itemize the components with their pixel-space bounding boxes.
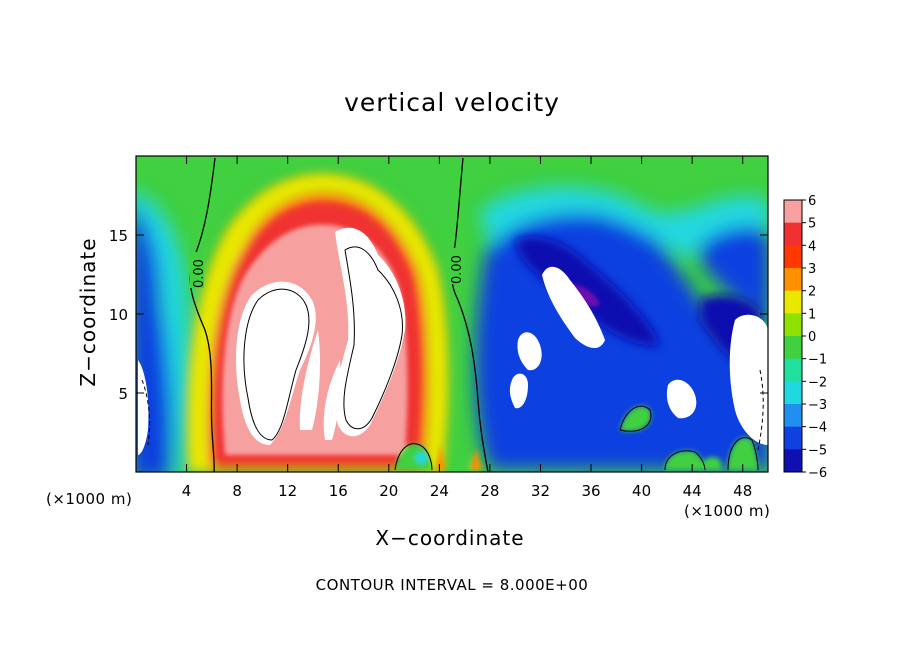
x-tick-label: 32 bbox=[531, 482, 550, 500]
contour-white-left bbox=[243, 288, 310, 441]
x-tick-label: 20 bbox=[379, 482, 398, 500]
colorbar-label: 5 bbox=[808, 217, 816, 232]
colorbar-swatch bbox=[784, 426, 802, 450]
colorbar-swatch bbox=[784, 404, 802, 428]
contour-dashed-right bbox=[757, 369, 764, 451]
x-tick-label: 12 bbox=[278, 482, 297, 500]
field-cyan-dot bbox=[415, 452, 428, 464]
field-left-cyan bbox=[136, 191, 191, 472]
colorbar-swatch bbox=[784, 290, 802, 314]
y-tick-label: 15 bbox=[109, 227, 128, 245]
x-unit-label: (×1000 m) bbox=[684, 502, 771, 520]
x-tick-label: 28 bbox=[480, 482, 499, 500]
colorbar-label: −5 bbox=[808, 443, 827, 458]
contour-label-right: 0.00 bbox=[450, 255, 465, 284]
field-right-upper-downdraft bbox=[700, 216, 768, 329]
contour-white-right bbox=[343, 246, 403, 430]
colorbar-swatch bbox=[784, 313, 802, 337]
colorbar-swatch bbox=[784, 245, 802, 269]
colorbar-label: 1 bbox=[808, 307, 816, 322]
field-right-cyan-halo bbox=[480, 186, 768, 260]
y-tick-label: 10 bbox=[109, 306, 128, 324]
colorbar-label: −4 bbox=[808, 421, 827, 436]
y-axis-label: Z−coordinate bbox=[76, 237, 100, 387]
colorbar-label: −3 bbox=[808, 398, 827, 413]
zero-contour-left bbox=[189, 157, 216, 472]
colorbar-label: 3 bbox=[808, 262, 816, 277]
colorbar-swatch bbox=[784, 336, 802, 360]
contour-dashed-left bbox=[141, 379, 151, 446]
y-tick-label: 5 bbox=[118, 385, 128, 403]
contour-bumps bbox=[394, 405, 759, 471]
colorbar-label: 4 bbox=[808, 239, 816, 254]
colorbar-label: 6 bbox=[808, 194, 816, 209]
colorbar-swatch bbox=[784, 222, 802, 246]
heatmap-field: 0.00 0.00 bbox=[136, 156, 768, 472]
contour-label-left: 0.00 bbox=[192, 259, 207, 288]
x-tick-label: 16 bbox=[329, 482, 348, 500]
colorbar-label: 2 bbox=[808, 285, 816, 300]
colorbar-swatch bbox=[784, 358, 802, 382]
x-axis-label: X−coordinate bbox=[375, 526, 525, 550]
colorbar-label: −1 bbox=[808, 353, 827, 368]
contour-label-group: 0.00 0.00 bbox=[190, 248, 465, 288]
x-tick-label: 24 bbox=[430, 482, 449, 500]
x-tick-label: 8 bbox=[232, 482, 242, 500]
x-tick-label: 36 bbox=[581, 482, 600, 500]
field-orange-spikes bbox=[436, 445, 482, 470]
colorbar-label: 0 bbox=[808, 330, 816, 345]
colorbar-swatch bbox=[784, 381, 802, 405]
field-contours bbox=[141, 157, 764, 472]
chart-title: vertical velocity bbox=[344, 88, 560, 117]
zero-contour-right bbox=[450, 157, 489, 472]
contour-interval-text: CONTOUR INTERVAL = 8.000E+00 bbox=[315, 576, 589, 594]
colorbar-swatch bbox=[784, 449, 802, 473]
colorbar: 6 5 4 3 2 1 0 −1 −2 −3 −4 −5 −6 bbox=[783, 194, 827, 481]
colorbar-label: −2 bbox=[808, 375, 827, 390]
colorbar-label: −6 bbox=[808, 466, 827, 481]
x-tick-label: 4 bbox=[182, 482, 192, 500]
x-tick-label: 40 bbox=[632, 482, 651, 500]
colorbar-swatch bbox=[784, 268, 802, 292]
x-tick-label: 44 bbox=[683, 482, 702, 500]
colorbar-swatch bbox=[784, 200, 802, 224]
y-unit-label: (×1000 m) bbox=[46, 490, 133, 508]
x-tick-label: 48 bbox=[733, 482, 752, 500]
